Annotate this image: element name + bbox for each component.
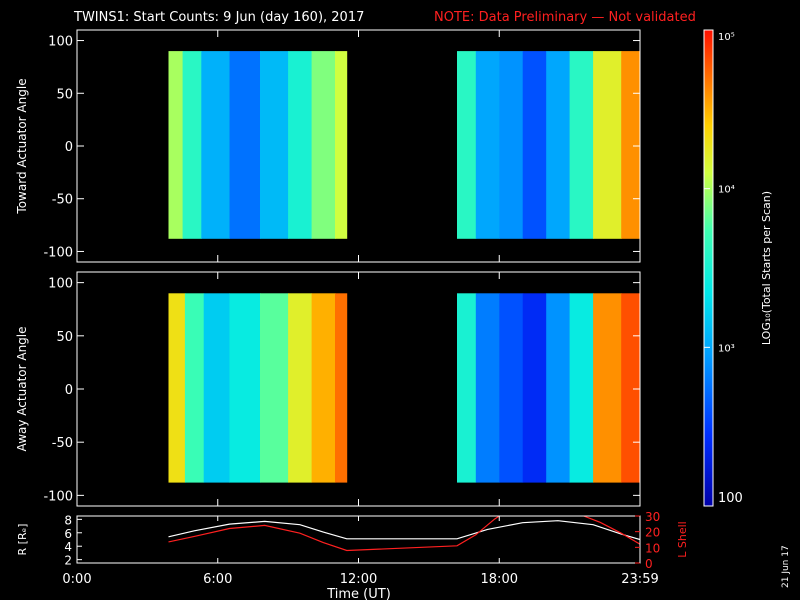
heatmap-column: [311, 51, 336, 239]
colorbar-gradient: [703, 29, 714, 507]
line-series-group: [168, 516, 640, 552]
heatmap-column: [546, 51, 571, 239]
y-tick-label: 2: [64, 554, 72, 568]
heatmap-column: [168, 293, 186, 483]
y-tick-label: -100: [43, 245, 73, 260]
colorbar-tick-label: 10⁴: [718, 185, 735, 196]
colorbar-label: LOG₁₀(Total Starts per Scan): [760, 191, 773, 345]
y-tick-label: 50: [56, 330, 73, 345]
y-axis-label: Toward Actuator Angle: [15, 78, 29, 214]
date-stamp: 21 Jun 17: [781, 545, 791, 588]
colorbar-tick-label: 10³: [718, 343, 735, 354]
heatmap-column: [229, 293, 261, 483]
y-tick-label-right: 10: [645, 541, 660, 555]
heatmap-column: [593, 51, 622, 239]
y-tick-label: -100: [43, 489, 73, 504]
y-tick-label: 6: [64, 527, 72, 541]
heatmap-column: [168, 51, 184, 239]
x-tick-label: 23:59: [621, 572, 658, 587]
radius-line: [168, 520, 640, 541]
heatmap-column: [182, 51, 202, 239]
heatmap-column: [621, 293, 641, 483]
heatmap-column: [457, 51, 477, 239]
x-tick-label: 6:00: [203, 572, 232, 587]
y-tick-label: 100: [48, 277, 73, 292]
lshell-line: [583, 516, 640, 545]
heatmap-column: [522, 293, 547, 483]
lshell-line: [168, 516, 500, 552]
y-tick-label-right: 30: [645, 510, 660, 524]
heatmap-column: [569, 51, 594, 239]
colorbar: LOG₁₀(Total Starts per Scan) 10⁵ 10⁴ 10³ 10…: [703, 29, 773, 507]
heatmap-column: [499, 293, 524, 483]
y-tick-label: 0: [65, 140, 73, 155]
heatmap-column: [475, 293, 500, 483]
heatmap-column: [288, 293, 313, 483]
heatmap-column: [229, 51, 261, 239]
x-tick-label: 18:00: [481, 572, 518, 587]
y-tick-label: 0: [65, 383, 73, 398]
y-tick-label: 4: [64, 540, 72, 554]
y-tick-label-right: 0: [645, 557, 653, 571]
heatmap-column: [457, 293, 477, 483]
axes-frame: [76, 515, 641, 564]
y-tick-label-right: 20: [645, 526, 660, 540]
y-tick-label: 8: [64, 513, 72, 527]
heatmap-column: [621, 51, 641, 239]
heatmap-column: [546, 293, 571, 483]
heatmap-column: [475, 51, 500, 239]
y-axis-label-left: R [Rₑ]: [16, 524, 29, 556]
heatmap-column: [593, 293, 622, 483]
y-axis-label: Away Actuator Angle: [15, 326, 29, 451]
heatmap-column: [288, 51, 313, 239]
heatmap-column: [335, 51, 348, 239]
y-tick-label: 100: [48, 35, 73, 50]
away-heatmap-panel: 100 50 0 -50 -100 Away Actuator Angle: [15, 271, 641, 507]
preliminary-note: NOTE: Data Preliminary — Not validated: [434, 10, 696, 25]
chart-title: TWINS1: Start Counts: 9 Jun (day 160), 2…: [73, 10, 364, 25]
heatmap-column: [335, 293, 348, 483]
x-axis-label: Time (UT): [326, 587, 391, 600]
y-axis-label-right: L Shell: [676, 521, 689, 557]
heatmap-column: [184, 293, 205, 483]
heatmap-column: [569, 293, 594, 483]
heatmap-column: [260, 51, 289, 239]
colorbar-tick-label: 100: [718, 491, 743, 506]
x-tick-label: 12:00: [340, 572, 377, 587]
heatmap-column: [260, 293, 289, 483]
heatmap-column: [203, 293, 230, 483]
heatmap-column: [201, 51, 230, 239]
y-tick-label: -50: [52, 436, 73, 451]
colorbar-tick-label: 10⁵: [718, 32, 735, 43]
heatmap-column: [311, 293, 336, 483]
x-tick-label: 0:00: [62, 572, 91, 587]
heatmap-column: [522, 51, 547, 239]
y-tick-label: 50: [56, 87, 73, 102]
y-tick-label: -50: [52, 193, 73, 208]
heatmap-column: [499, 51, 524, 239]
toward-heatmap-panel: 100 50 0 -50 -100 Toward Actuator Angle: [15, 29, 641, 263]
